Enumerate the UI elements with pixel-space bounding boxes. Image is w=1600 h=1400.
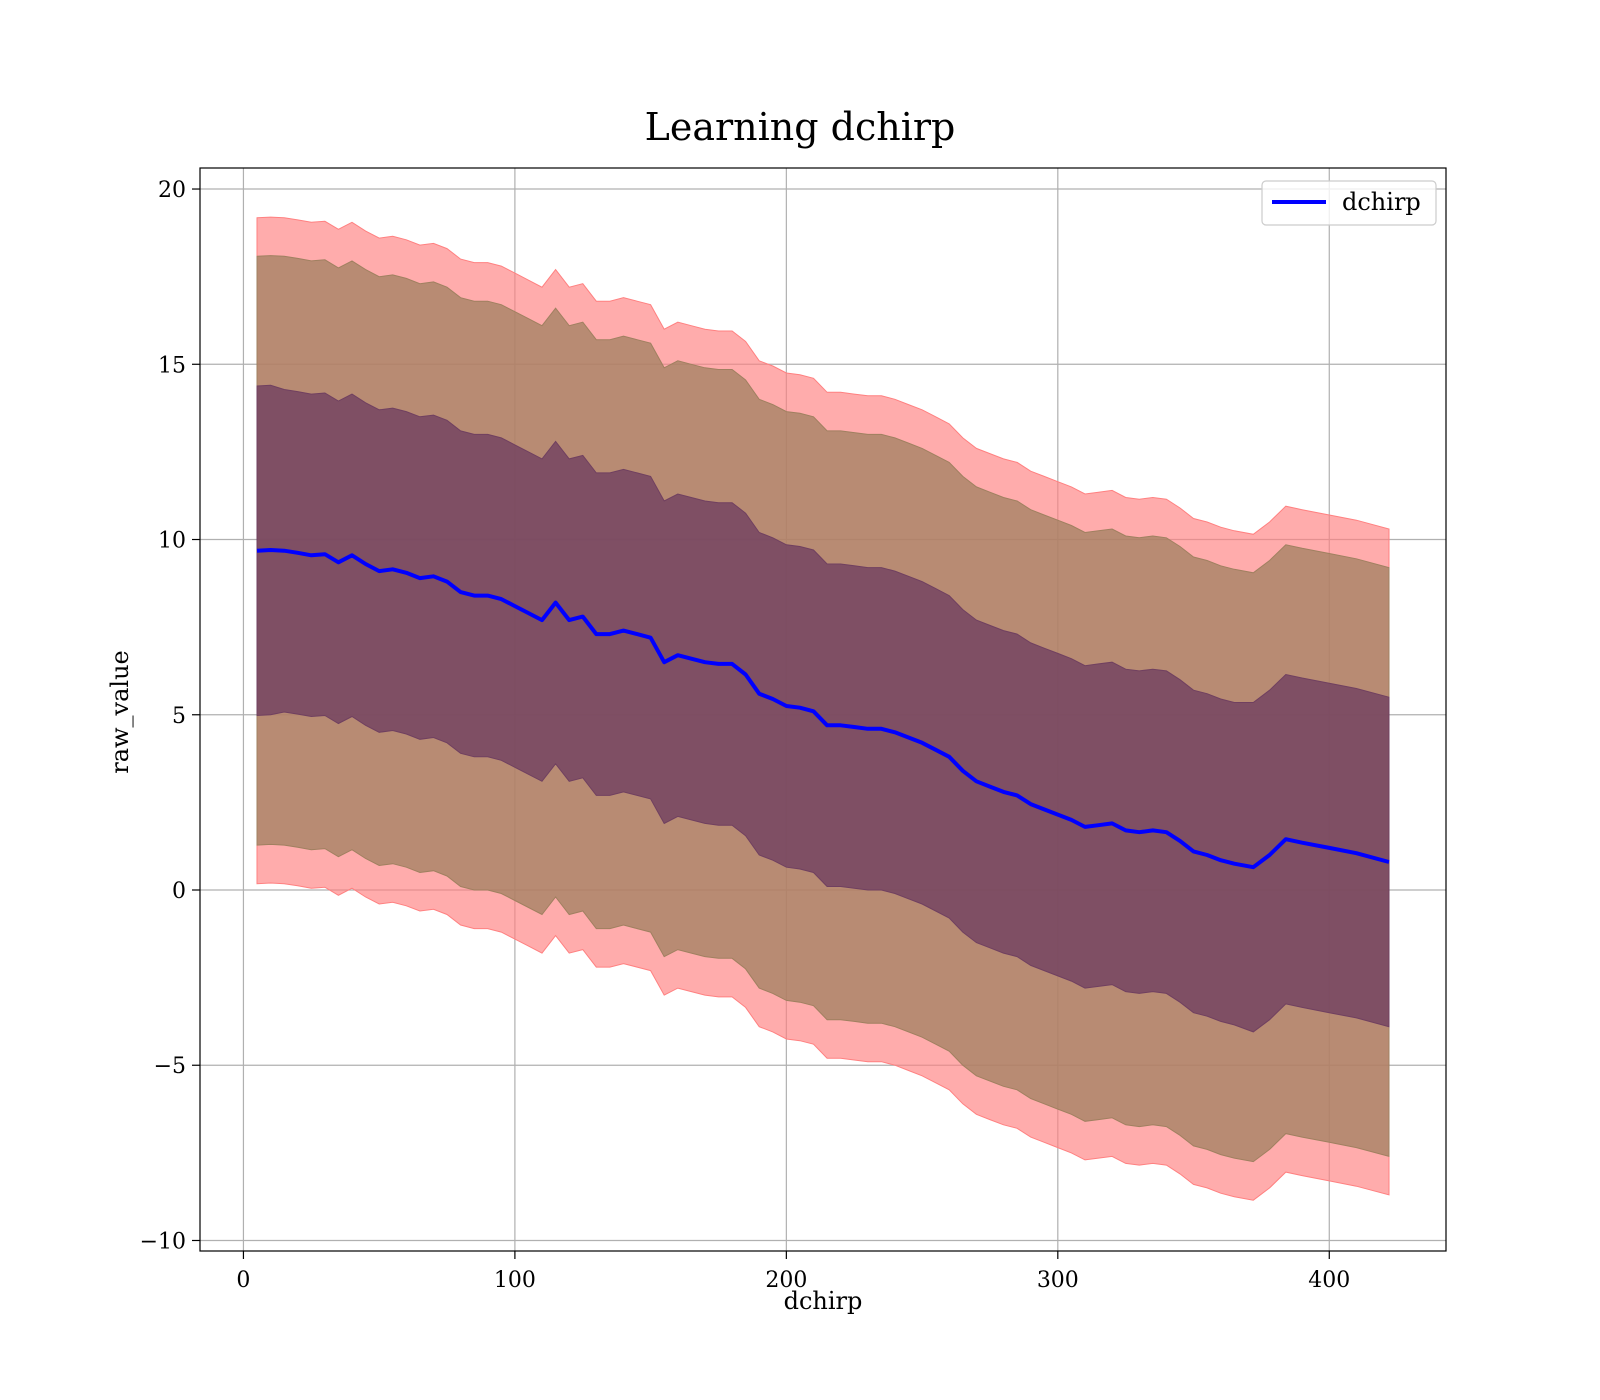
plot-frame [199,167,1447,1252]
y-tick-label: 5 [172,704,186,729]
x-tick-label: 300 [1037,1268,1079,1293]
y-tick-label: 0 [172,879,186,904]
x-tick-label: 0 [236,1268,250,1293]
x-tick-label: 100 [494,1268,536,1293]
legend: dchirp [1261,180,1437,226]
x-tick-label: 400 [1308,1268,1350,1293]
legend-box [1261,180,1437,226]
axis-ticks: 0 100 200 300 400 −10 −5 0 5 10 15 20 [140,178,1351,1293]
y-tick-label: −10 [140,1229,186,1254]
x-tick-label: 200 [765,1268,807,1293]
y-tick-label: −5 [154,1054,186,1079]
series-line-dchirp [256,548,1390,870]
confidence-bands [256,216,1390,1201]
y-tick-label: 20 [158,178,186,203]
y-tick-label: 15 [158,353,186,378]
chart-title: Learning dchirp [645,105,956,149]
series-lines [256,548,1390,870]
legend-label: dchirp [1342,188,1421,216]
x-axis-label: dchirp [784,1287,863,1315]
y-tick-label: 10 [158,529,186,554]
band-1-sigma [256,384,1390,1033]
y-axis-label: raw_value [106,650,134,774]
